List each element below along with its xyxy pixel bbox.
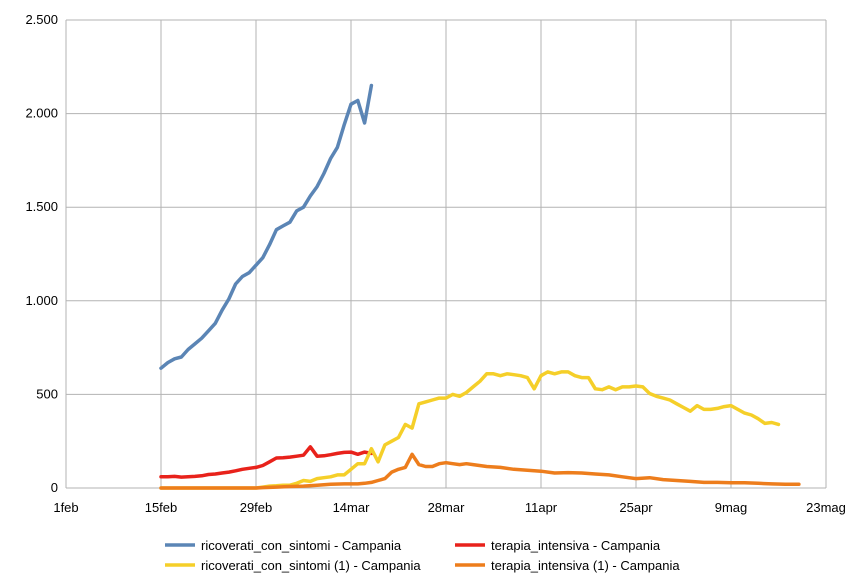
x-tick-label: 11apr — [525, 500, 558, 515]
x-tick-label: 1feb — [53, 500, 78, 515]
legend-label: terapia_intensiva (1) - Campania — [491, 558, 680, 573]
x-tick-label: 14mar — [333, 500, 371, 515]
x-tick-label: 29feb — [240, 500, 273, 515]
x-tick-label: 15feb — [145, 500, 178, 515]
series-line-3 — [159, 370, 781, 490]
legend-label: ricoverati_con_sintomi - Campania — [201, 538, 402, 553]
legend-label: ricoverati_con_sintomi (1) - Campania — [201, 558, 421, 573]
series-line-2 — [159, 445, 374, 479]
x-tick-label: 9mag — [715, 500, 748, 515]
series-line-4 — [159, 452, 801, 490]
series-line-1 — [159, 83, 374, 370]
legend-label: terapia_intensiva - Campania — [491, 538, 661, 553]
x-tick-label: 23mag — [806, 500, 846, 515]
y-tick-label: 0 — [51, 480, 58, 495]
x-tick-label: 25apr — [619, 500, 653, 515]
y-tick-label: 1.000 — [25, 293, 58, 308]
y-tick-label: 2.500 — [25, 12, 58, 27]
y-tick-label: 1.500 — [25, 199, 58, 214]
y-tick-label: 500 — [36, 386, 58, 401]
y-tick-label: 2.000 — [25, 106, 58, 121]
x-tick-label: 28mar — [428, 500, 466, 515]
